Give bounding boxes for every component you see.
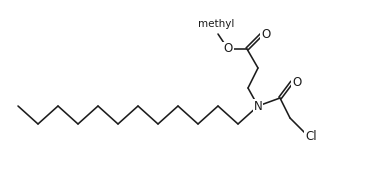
Text: Cl: Cl [305, 130, 317, 143]
Text: O: O [261, 27, 270, 40]
Text: N: N [253, 99, 262, 112]
Text: O: O [292, 76, 302, 89]
Text: methyl: methyl [198, 19, 234, 29]
Text: O: O [223, 42, 233, 55]
